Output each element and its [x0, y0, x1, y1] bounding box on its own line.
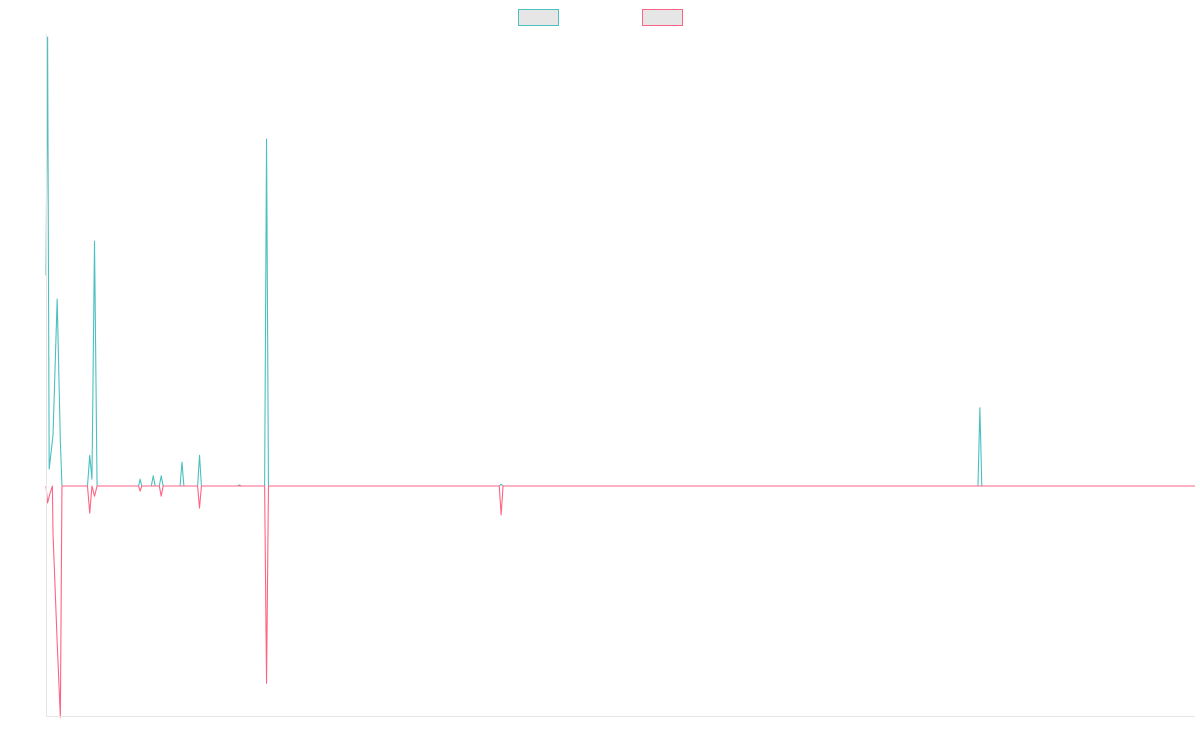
series-line-1	[45, 36, 1195, 487]
axes	[46, 34, 1195, 717]
plot-area	[45, 36, 1195, 718]
series-line-2	[45, 485, 1195, 718]
legend[interactable]	[518, 9, 683, 26]
legend-swatch-2[interactable]	[642, 9, 683, 26]
legend-swatch-1[interactable]	[518, 9, 559, 26]
